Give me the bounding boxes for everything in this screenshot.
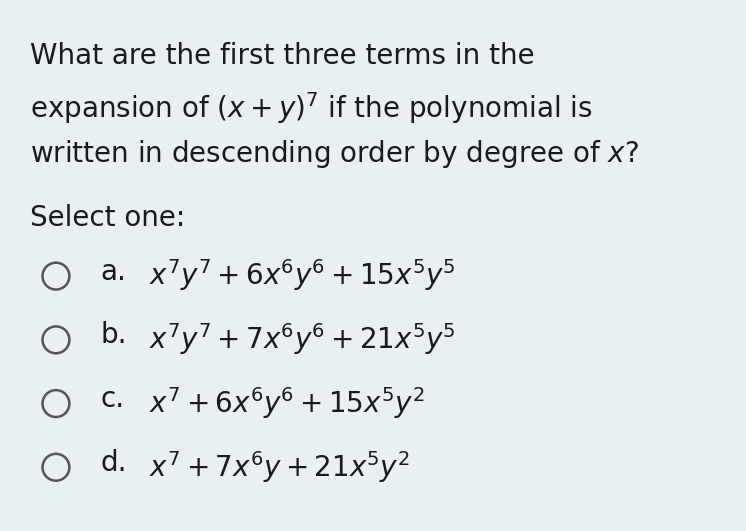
Text: written in descending order by degree of $x$?: written in descending order by degree of… bbox=[30, 138, 639, 170]
Text: d.: d. bbox=[101, 449, 128, 477]
Text: $x^7y^7+7x^6y^6+21x^5y^5$: $x^7y^7+7x^6y^6+21x^5y^5$ bbox=[149, 321, 456, 357]
Text: $x^7y^7+6x^6y^6+15x^5y^5$: $x^7y^7+6x^6y^6+15x^5y^5$ bbox=[149, 258, 456, 294]
Text: c.: c. bbox=[101, 385, 125, 413]
Text: Select one:: Select one: bbox=[30, 204, 185, 233]
Text: b.: b. bbox=[101, 321, 128, 349]
Text: expansion of $(x+y)^7$ if the polynomial is: expansion of $(x+y)^7$ if the polynomial… bbox=[30, 90, 592, 126]
Text: $x^7+6x^6y^6+15x^5y^2$: $x^7+6x^6y^6+15x^5y^2$ bbox=[149, 385, 424, 421]
Text: a.: a. bbox=[101, 258, 127, 286]
Text: $x^7+7x^6y+21x^5y^2$: $x^7+7x^6y+21x^5y^2$ bbox=[149, 449, 410, 485]
Text: What are the first three terms in the: What are the first three terms in the bbox=[30, 42, 534, 71]
